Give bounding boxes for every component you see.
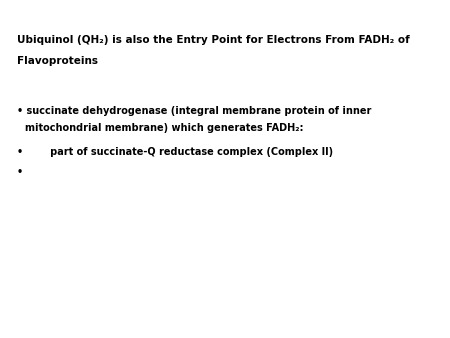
Text: • succinate dehydrogenase (integral membrane protein of inner: • succinate dehydrogenase (integral memb…: [17, 106, 372, 117]
Text: mitochondrial membrane) which generates FADH₂:: mitochondrial membrane) which generates …: [25, 123, 303, 134]
Text: Flavoproteins: Flavoproteins: [17, 56, 98, 66]
Text: •        part of succinate-Q reductase complex (Complex II): • part of succinate-Q reductase complex …: [17, 147, 333, 157]
Text: Ubiquinol (QH₂) is also the Entry Point for Electrons From FADH₂ of: Ubiquinol (QH₂) is also the Entry Point …: [17, 35, 410, 46]
Text: •: •: [17, 167, 23, 177]
